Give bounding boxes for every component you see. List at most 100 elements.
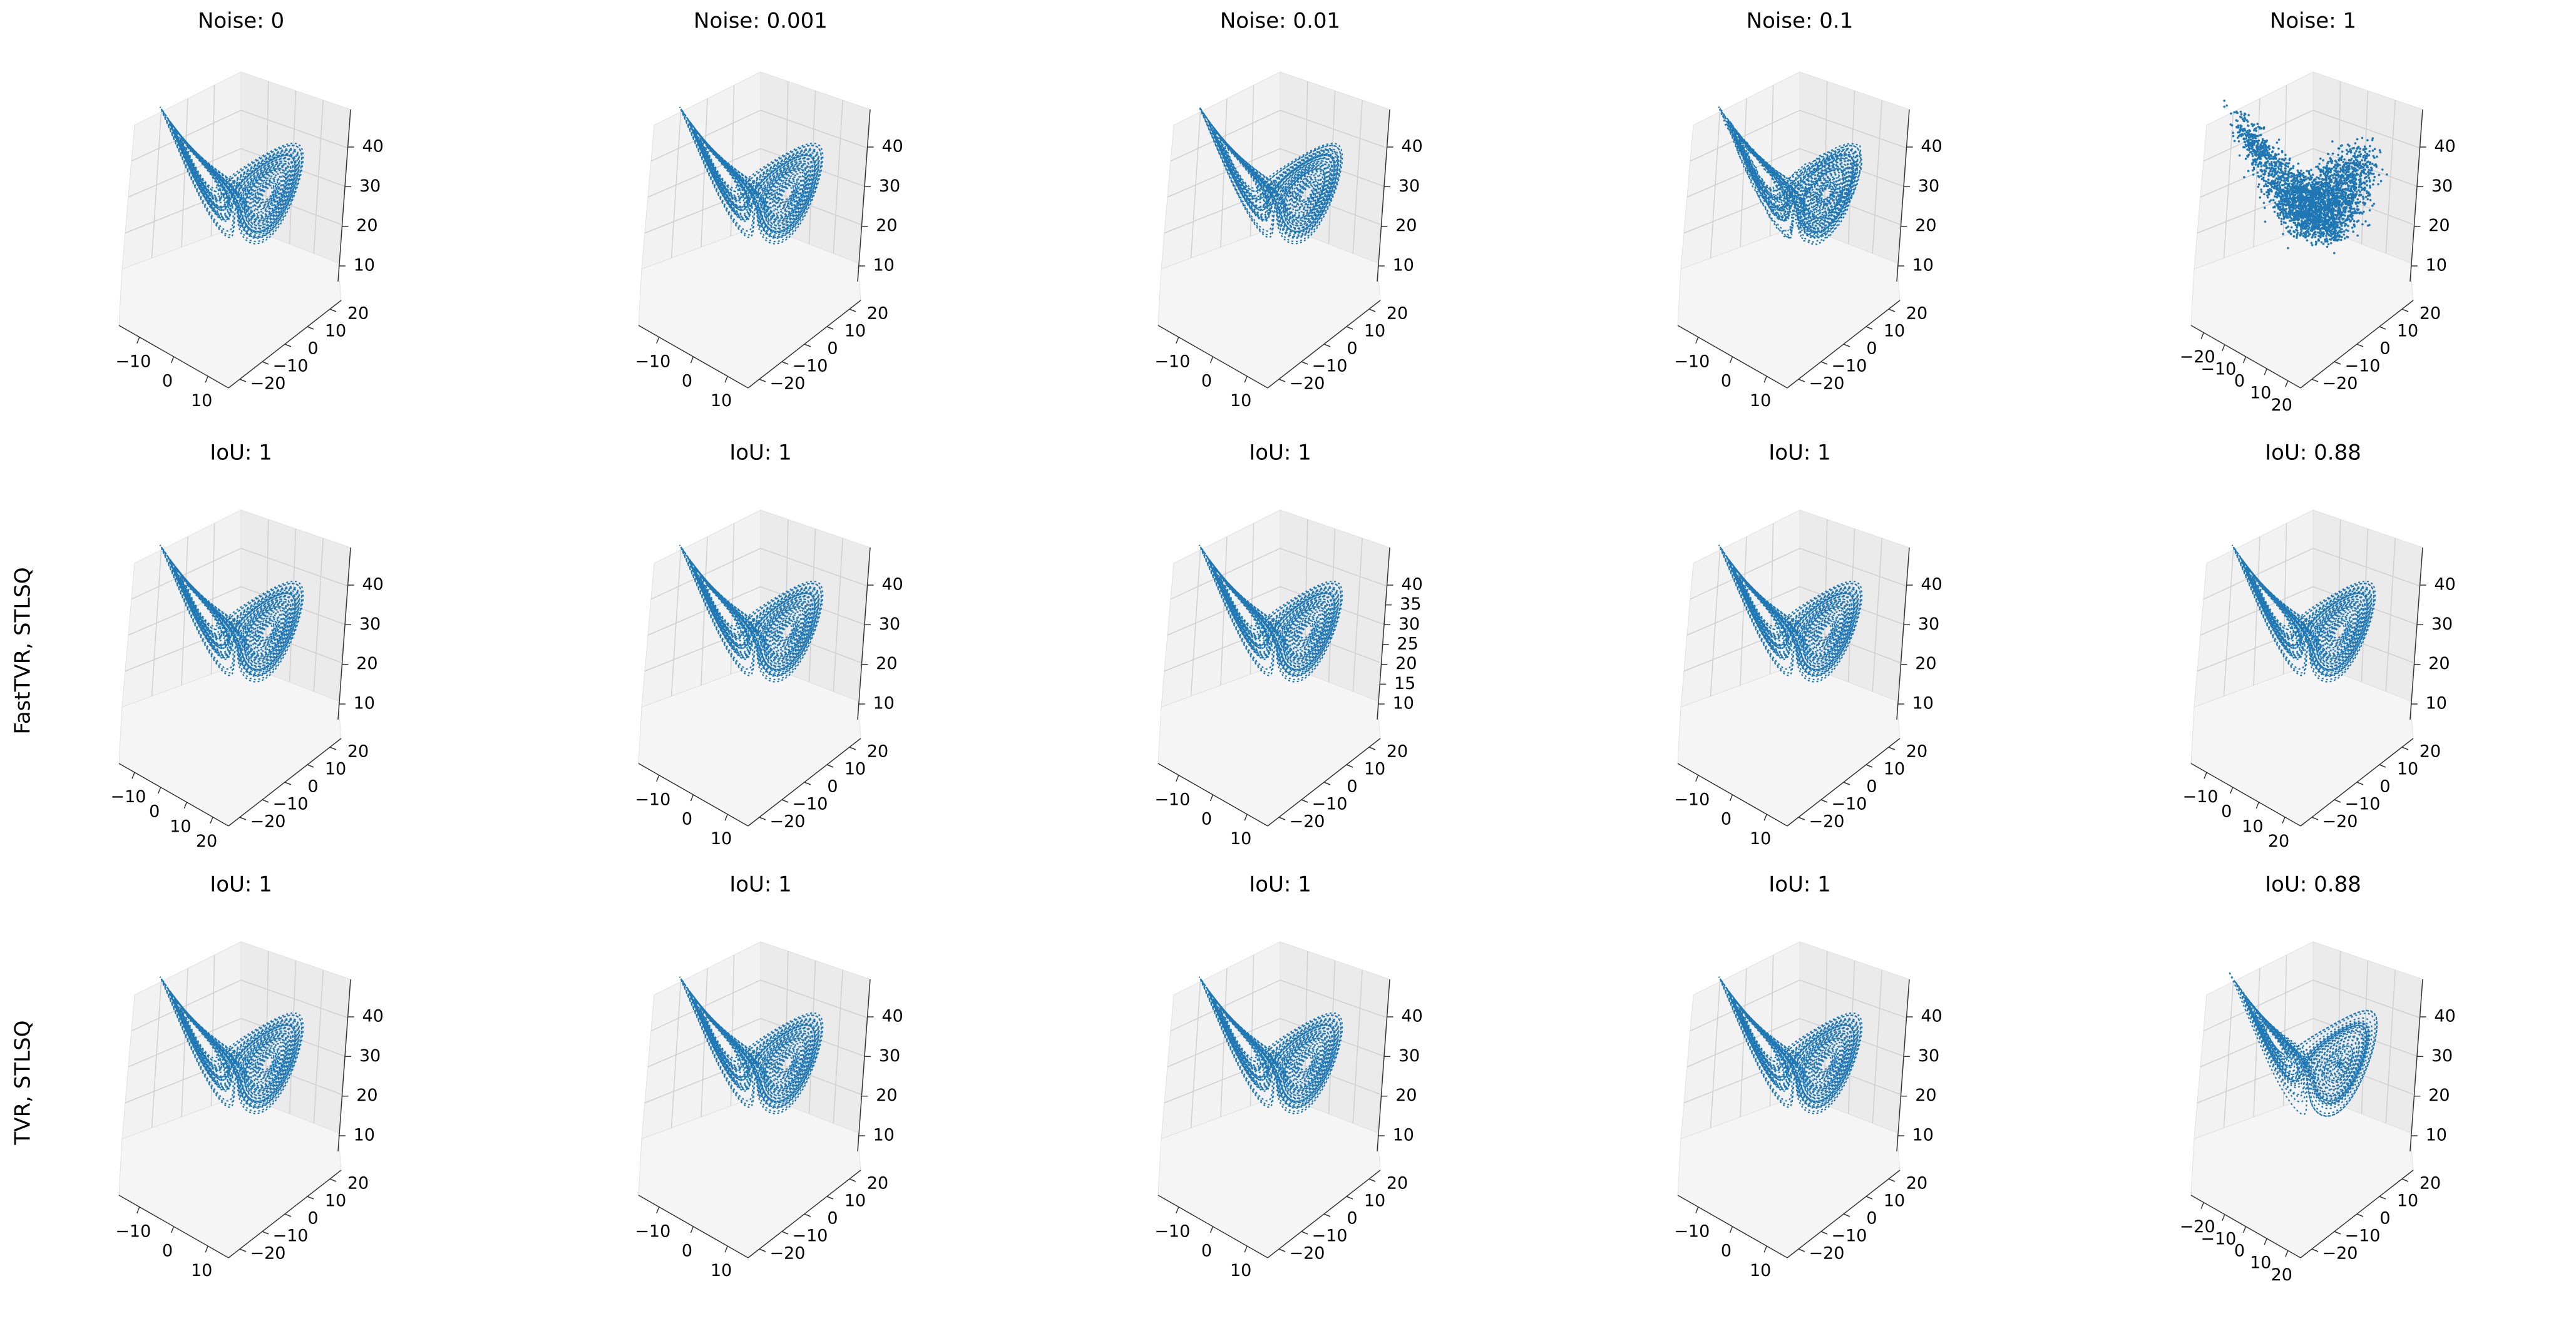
trajectory-line [1198, 976, 1343, 1114]
trajectory-point [2334, 232, 2337, 235]
y-tick-label: −20 [1809, 1244, 1845, 1263]
y-tick [759, 817, 766, 820]
y-tick [2334, 799, 2341, 803]
trajectory-point [2329, 200, 2331, 203]
trajectory-point [2319, 191, 2321, 193]
trajectory-point [2279, 206, 2281, 209]
trajectory-point [2328, 238, 2331, 241]
trajectory-point [2261, 146, 2264, 150]
trajectory-point [2356, 138, 2359, 141]
z-tick-label: 40 [362, 1007, 383, 1026]
trajectory-point [2344, 220, 2347, 222]
trajectory-point [2341, 218, 2344, 221]
trajectory-point [2240, 125, 2243, 128]
trajectory-point [2277, 168, 2281, 170]
trajectory-point [2264, 180, 2267, 183]
trajectory-point [2313, 192, 2316, 195]
trajectory-point [2263, 185, 2266, 188]
trajectory-point [2309, 219, 2312, 222]
y-tick [307, 764, 314, 768]
trajectory-point [2358, 186, 2361, 188]
x-tick-label: 20 [2271, 1265, 2292, 1285]
trajectory-point [2329, 187, 2332, 190]
z-tick-label: 40 [881, 1007, 903, 1026]
trajectory-point [2326, 175, 2328, 178]
y-tick-label: 10 [2397, 760, 2418, 779]
trajectory-point [2266, 158, 2268, 160]
trajectory-point [2352, 191, 2354, 194]
trajectory-point [2309, 209, 2312, 212]
x-axis-line [118, 763, 229, 827]
z-axis-line [2409, 979, 2423, 1152]
trajectory-point [2329, 158, 2332, 161]
trajectory-point [2278, 200, 2281, 203]
trajectory-point [2319, 195, 2322, 197]
trajectory-point [2327, 170, 2329, 173]
x-tick-label: 10 [1230, 391, 1251, 411]
trajectory-point [2256, 171, 2259, 174]
y-tick [849, 309, 856, 312]
trajectory-point [2332, 194, 2335, 197]
y-tick-label: −10 [1832, 357, 1867, 376]
x-tick [1729, 356, 1733, 364]
trajectory-point [2309, 215, 2311, 218]
trajectory-point [2331, 237, 2333, 240]
z-tick-label: 20 [1915, 1086, 1936, 1105]
trajectory-point [2327, 212, 2329, 215]
grid-line [1690, 979, 1907, 1032]
trajectory-point [2308, 227, 2311, 229]
trajectory-point [2337, 238, 2340, 241]
trajectory-point [2365, 156, 2368, 160]
trajectory-point [2366, 184, 2368, 186]
trajectory-point [2331, 190, 2334, 193]
trajectory-point [2287, 165, 2290, 168]
x-tick-label: 0 [149, 802, 160, 822]
z-tick-label: 20 [876, 216, 897, 235]
trajectory-point [2322, 169, 2324, 171]
trajectory-point [2302, 235, 2305, 237]
trajectory-point [2315, 217, 2318, 220]
x-tick [724, 1245, 728, 1253]
trajectory-point [2334, 185, 2337, 188]
z-tick-label: 30 [1918, 615, 1939, 634]
trajectory-point [2335, 205, 2338, 208]
trajectory-point [2319, 188, 2321, 191]
y-tick [1865, 1196, 1873, 1200]
grid-line [2203, 110, 2420, 162]
trajectory-point [2368, 150, 2371, 153]
x-tick-label: 20 [2271, 395, 2292, 415]
trajectory-point [2277, 175, 2280, 177]
trajectory-point [2255, 130, 2257, 132]
trajectory-point [2337, 170, 2339, 173]
grid-line [833, 969, 843, 1124]
grid-line [1170, 548, 1387, 600]
z-tick-label: 30 [1398, 615, 1420, 634]
trajectory-point [2267, 160, 2269, 163]
trajectory-point [2341, 198, 2344, 201]
panel-title: Noise: 1 [2270, 9, 2356, 34]
trajectory-point [2352, 230, 2354, 233]
x-tick-label: −10 [1674, 790, 1710, 809]
trajectory-point [2251, 163, 2254, 166]
trajectory-point [2341, 235, 2343, 238]
trajectory-point [2279, 178, 2282, 180]
trajectory-point [2246, 120, 2249, 123]
trajectory-point [2245, 145, 2248, 148]
y-tick-label: 10 [844, 1191, 866, 1211]
trajectory-point [2331, 212, 2334, 214]
z-axis-line [2409, 109, 2423, 282]
y-tick-label: −10 [273, 795, 309, 814]
trajectory-point [2361, 166, 2363, 169]
z-tick-label: 30 [2431, 615, 2453, 634]
trajectory-point [2292, 235, 2296, 238]
trajectory-point [2346, 173, 2349, 176]
trajectory-point [2335, 161, 2338, 163]
y-tick [1278, 817, 1286, 820]
trajectory-point [2286, 215, 2289, 218]
trajectory-point [2269, 170, 2272, 173]
x-tick [183, 802, 188, 809]
trajectory-point [2363, 181, 2366, 184]
trajectory-point [2336, 221, 2339, 224]
x-tick-label: 10 [2250, 384, 2271, 403]
trajectory-point [2334, 176, 2337, 180]
